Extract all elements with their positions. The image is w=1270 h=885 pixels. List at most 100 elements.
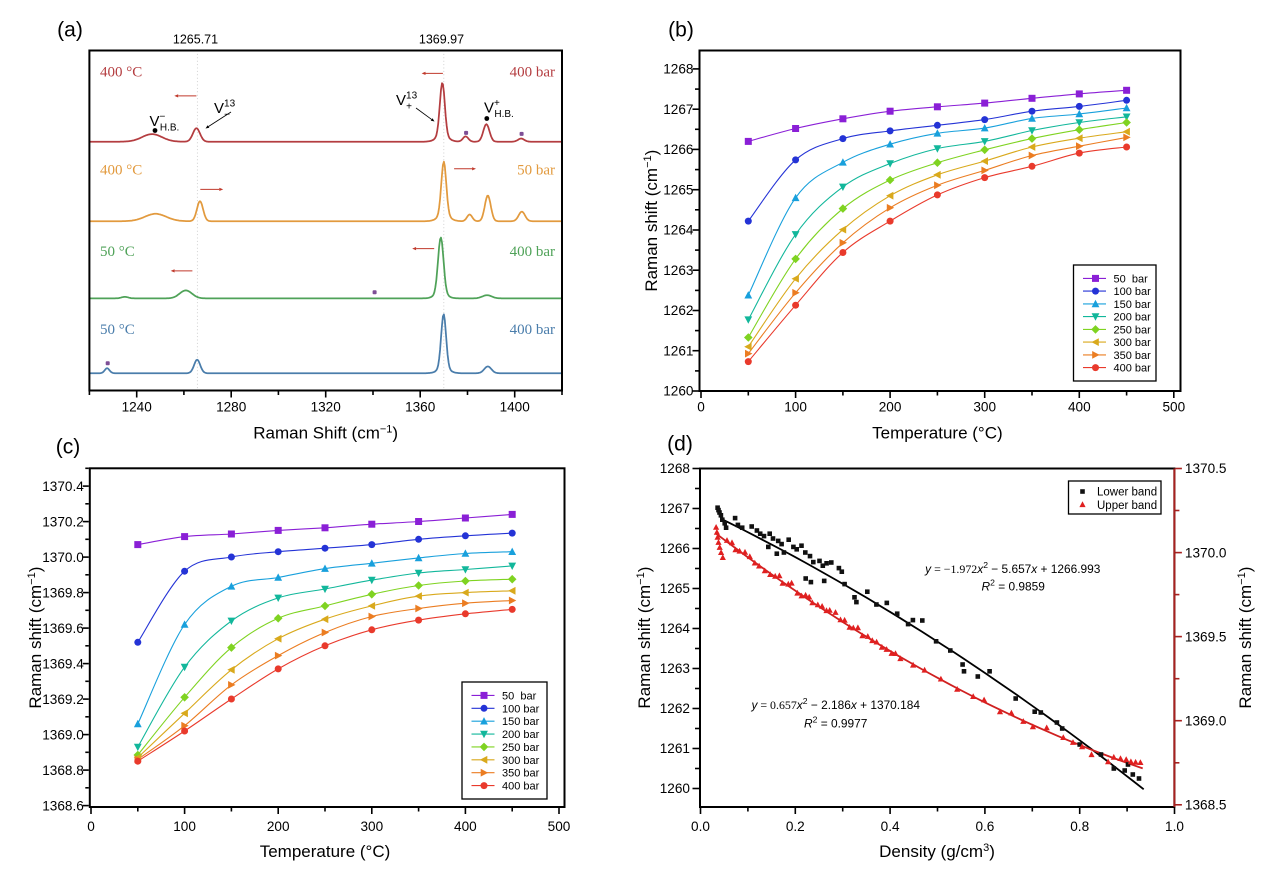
svg-text:(a): (a) <box>57 19 83 42</box>
svg-text:200: 200 <box>879 400 902 415</box>
svg-text:1369.4: 1369.4 <box>42 656 84 671</box>
svg-text:Lower band: Lower band <box>1097 487 1157 499</box>
svg-text:1369.97: 1369.97 <box>419 33 464 47</box>
svg-text:350 bar: 350 bar <box>1114 350 1152 362</box>
svg-text:0.0: 0.0 <box>691 819 710 834</box>
svg-text:350 bar: 350 bar <box>502 768 540 780</box>
svg-text:R2 = 0.9977: R2 = 0.9977 <box>804 714 868 730</box>
svg-text:1260: 1260 <box>660 781 691 796</box>
svg-text:400 bar: 400 bar <box>510 244 555 260</box>
svg-text:(c): (c) <box>56 436 81 459</box>
svg-text:1263: 1263 <box>660 661 690 676</box>
svg-text:1369.8: 1369.8 <box>42 585 84 600</box>
svg-text:Upper band: Upper band <box>1097 500 1157 512</box>
svg-text:1263: 1263 <box>663 263 693 278</box>
svg-text:0.8: 0.8 <box>1070 819 1089 834</box>
svg-text:1.0: 1.0 <box>1165 819 1184 834</box>
svg-text:1369.0: 1369.0 <box>1185 713 1227 728</box>
svg-text:(d): (d) <box>667 433 693 456</box>
svg-text:0.6: 0.6 <box>975 819 994 834</box>
svg-text:1262: 1262 <box>663 303 693 318</box>
svg-text:Raman shift (cm−1): Raman shift (cm−1) <box>635 567 654 709</box>
svg-text:Temperature (°C): Temperature (°C) <box>260 842 391 861</box>
svg-text:1267: 1267 <box>663 102 693 117</box>
svg-text:100 bar: 100 bar <box>502 703 540 715</box>
svg-text:300: 300 <box>973 400 996 415</box>
svg-text:1267: 1267 <box>660 501 690 516</box>
svg-text:1260: 1260 <box>663 384 694 399</box>
svg-text:400 °C: 400 °C <box>100 163 142 179</box>
svg-text:1240: 1240 <box>122 400 153 415</box>
svg-text:1264: 1264 <box>663 223 694 238</box>
svg-text:1369.5: 1369.5 <box>1185 629 1227 644</box>
svg-text:300 bar: 300 bar <box>1114 337 1152 349</box>
svg-text:0.4: 0.4 <box>881 819 900 834</box>
svg-text:y = 0.657x2 − 2.186x + 1370.18: y = 0.657x2 − 2.186x + 1370.184 <box>750 696 920 712</box>
svg-text:(b): (b) <box>668 19 694 42</box>
svg-text:1280: 1280 <box>216 400 247 415</box>
svg-text:200 bar: 200 bar <box>502 729 540 741</box>
svg-text:1261: 1261 <box>663 343 693 358</box>
svg-text:Raman shift (cm−1): Raman shift (cm−1) <box>642 150 661 292</box>
svg-text:1265: 1265 <box>663 182 693 197</box>
svg-text:400 bar: 400 bar <box>502 781 540 793</box>
svg-text:1370.0: 1370.0 <box>1185 545 1227 560</box>
svg-text:200 bar: 200 bar <box>1114 312 1152 324</box>
svg-text:1369.0: 1369.0 <box>42 727 84 742</box>
svg-text:250 bar: 250 bar <box>502 742 540 754</box>
svg-text:400 bar: 400 bar <box>510 65 555 81</box>
svg-text:0: 0 <box>87 819 95 834</box>
svg-text:1265: 1265 <box>660 581 690 596</box>
svg-text:100: 100 <box>173 819 196 834</box>
svg-text:Density (g/cm3): Density (g/cm3) <box>879 842 995 861</box>
svg-text:1369.6: 1369.6 <box>42 621 84 636</box>
svg-text:1261: 1261 <box>660 741 690 756</box>
svg-text:50 bar: 50 bar <box>502 690 537 702</box>
svg-text:1370.4: 1370.4 <box>42 479 84 494</box>
svg-text:400: 400 <box>454 819 477 834</box>
svg-text:300: 300 <box>360 819 383 834</box>
svg-text:1370.2: 1370.2 <box>42 514 84 529</box>
svg-text:400 bar: 400 bar <box>510 322 555 338</box>
svg-text:1368.8: 1368.8 <box>42 763 84 778</box>
svg-text:400 bar: 400 bar <box>1114 363 1152 375</box>
svg-text:0: 0 <box>697 400 705 415</box>
svg-text:50 bar: 50 bar <box>1114 273 1149 285</box>
svg-text:300 bar: 300 bar <box>502 755 540 767</box>
svg-text:R2 = 0.9859: R2 = 0.9859 <box>982 578 1046 594</box>
svg-text:1368.6: 1368.6 <box>42 798 84 813</box>
svg-text:200: 200 <box>267 819 290 834</box>
svg-text:50 °C: 50 °C <box>100 322 135 338</box>
svg-text:150 bar: 150 bar <box>502 716 540 728</box>
svg-text:1268: 1268 <box>663 62 693 77</box>
svg-text:1265.71: 1265.71 <box>173 33 218 47</box>
svg-text:1268: 1268 <box>660 461 690 476</box>
svg-text:400 °C: 400 °C <box>100 65 142 81</box>
svg-text:100: 100 <box>784 400 807 415</box>
svg-text:100 bar: 100 bar <box>1114 286 1152 298</box>
svg-text:50 bar: 50 bar <box>517 163 555 179</box>
svg-text:y = −1.972x2 − 5.657x + 1266.9: y = −1.972x2 − 5.657x + 1266.993 <box>924 560 1101 576</box>
svg-text:500: 500 <box>548 819 571 834</box>
svg-text:1368.5: 1368.5 <box>1185 798 1227 813</box>
svg-text:1400: 1400 <box>500 400 531 415</box>
svg-text:Raman shift (cm−1): Raman shift (cm−1) <box>26 567 45 709</box>
svg-text:Temperature (°C): Temperature (°C) <box>872 424 1003 443</box>
svg-text:0.2: 0.2 <box>786 819 805 834</box>
svg-text:50 °C: 50 °C <box>100 244 135 260</box>
svg-text:1266: 1266 <box>663 142 693 157</box>
svg-text:150 bar: 150 bar <box>1114 299 1152 311</box>
svg-text:Raman shift (cm−1): Raman shift (cm−1) <box>1236 567 1255 709</box>
svg-text:1262: 1262 <box>660 701 690 716</box>
svg-text:1370.5: 1370.5 <box>1185 461 1227 476</box>
svg-text:500: 500 <box>1162 400 1185 415</box>
svg-text:1360: 1360 <box>405 400 436 415</box>
svg-text:1320: 1320 <box>311 400 342 415</box>
svg-text:1369.2: 1369.2 <box>42 692 84 707</box>
svg-text:1370.0: 1370.0 <box>42 550 84 565</box>
svg-text:250 bar: 250 bar <box>1114 324 1152 336</box>
svg-text:1266: 1266 <box>660 541 690 556</box>
svg-text:400: 400 <box>1068 400 1091 415</box>
svg-text:1264: 1264 <box>660 621 691 636</box>
svg-text:Raman Shift (cm−1): Raman Shift (cm−1) <box>253 424 398 443</box>
